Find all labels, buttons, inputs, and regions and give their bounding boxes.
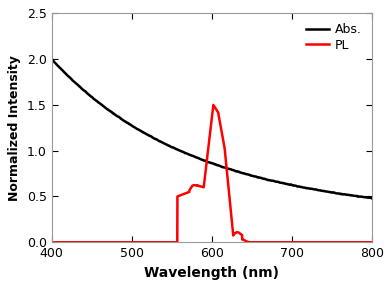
PL xyxy=(282,240,287,244)
Abs. xyxy=(360,195,365,198)
Abs. xyxy=(49,57,54,61)
Abs. xyxy=(196,157,201,160)
X-axis label: Wavelength (nm): Wavelength (nm) xyxy=(144,266,279,280)
Line: Abs.: Abs. xyxy=(52,59,372,198)
Abs. xyxy=(369,196,374,200)
PL xyxy=(344,240,348,244)
PL xyxy=(49,240,54,244)
Abs. xyxy=(66,74,71,78)
Line: PL: PL xyxy=(52,105,372,242)
Y-axis label: Normalized Intensity: Normalized Intensity xyxy=(8,55,21,201)
PL xyxy=(369,240,374,244)
Abs. xyxy=(301,186,306,189)
PL xyxy=(184,191,189,195)
Abs. xyxy=(360,195,365,199)
PL xyxy=(211,103,216,107)
PL xyxy=(359,240,364,244)
PL xyxy=(201,185,206,189)
PL xyxy=(186,190,191,194)
Legend: Abs., PL: Abs., PL xyxy=(302,20,365,56)
Abs. xyxy=(205,160,210,164)
